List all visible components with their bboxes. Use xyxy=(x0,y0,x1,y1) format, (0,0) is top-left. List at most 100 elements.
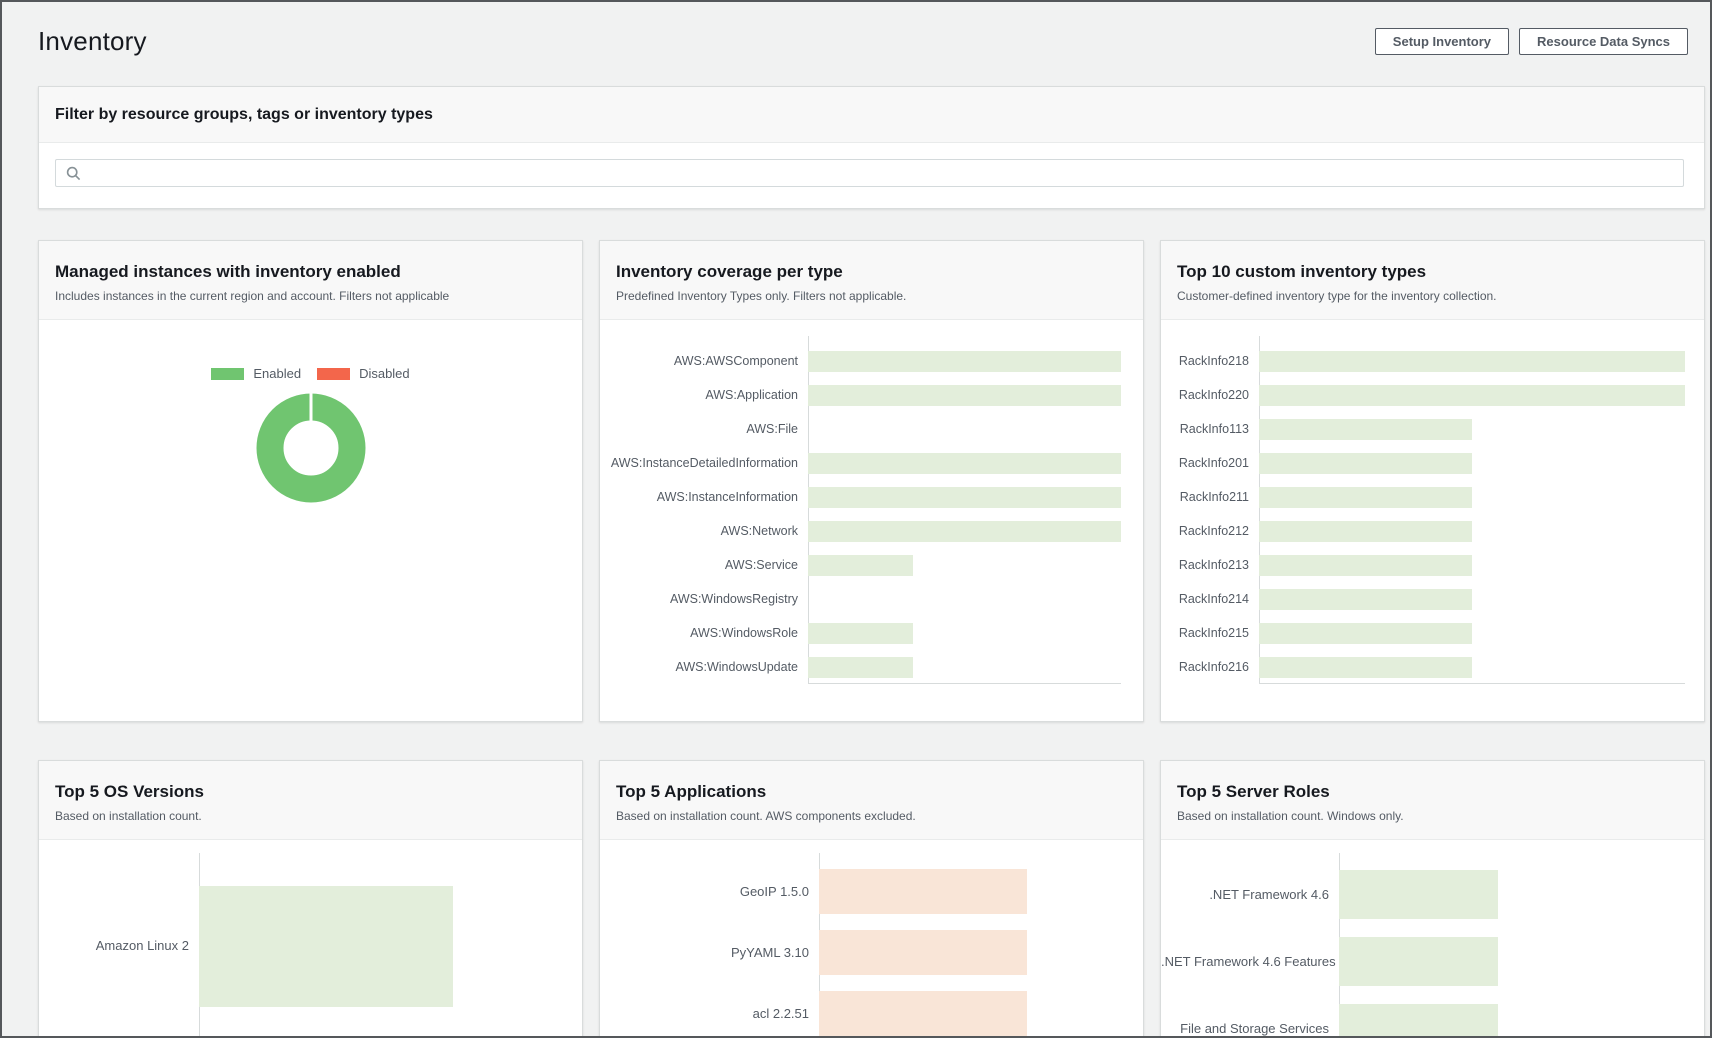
card-title: Top 5 Server Roles xyxy=(1177,782,1330,801)
bar xyxy=(1259,350,1685,372)
search-box[interactable] xyxy=(55,159,1684,187)
chart-rows: Amazon Linux 2 xyxy=(39,861,582,1036)
x-axis-line xyxy=(808,683,1121,684)
bar-label: AWS:Application xyxy=(705,388,798,402)
bar-track xyxy=(819,869,1121,914)
bar-track xyxy=(808,589,1121,610)
bar-label: AWS:WindowsRole xyxy=(690,626,798,640)
bar xyxy=(808,656,913,678)
bar-label: File and Storage Services xyxy=(1180,1020,1329,1036)
bar xyxy=(1259,554,1472,576)
resource-data-syncs-button[interactable]: Resource Data Syncs xyxy=(1519,28,1688,55)
card-subtitle: Based on installation count. AWS compone… xyxy=(616,809,916,823)
bar-track xyxy=(808,419,1121,440)
disabled-swatch-icon xyxy=(317,367,351,380)
bar xyxy=(1259,384,1685,406)
bar-track xyxy=(1339,870,1685,919)
os-versions-bar-chart: Amazon Linux 2 xyxy=(39,853,582,1036)
chart-row: RackInfo201 xyxy=(1161,446,1704,480)
bar-label: .NET Framework 4.6 xyxy=(1209,886,1329,902)
page-header: Inventory Setup Inventory Resource Data … xyxy=(38,2,1705,57)
bar-label: GeoIP 1.5.0 xyxy=(739,883,809,899)
bar-track xyxy=(1259,418,1685,440)
bar-track xyxy=(808,554,1121,576)
card-subtitle: Customer-defined inventory type for the … xyxy=(1177,289,1497,303)
card-custom-inventory-types: Top 10 custom inventory types Customer-d… xyxy=(1160,240,1705,722)
bar-label: AWS:WindowsRegistry xyxy=(669,592,798,606)
bar-track xyxy=(1339,937,1685,986)
bar-track xyxy=(1259,622,1685,644)
bar-track xyxy=(819,930,1121,975)
bar-track xyxy=(819,991,1121,1036)
bar-track xyxy=(199,885,562,1007)
bar xyxy=(808,350,1121,372)
bar-track xyxy=(808,452,1121,474)
card-title: Managed instances with inventory enabled xyxy=(55,262,401,281)
card-header: Top 10 custom inventory types Customer-d… xyxy=(1161,241,1704,320)
card-inventory-coverage: Inventory coverage per type Predefined I… xyxy=(599,240,1144,722)
bar-label: RackInfo212 xyxy=(1178,524,1249,538)
bar xyxy=(808,520,1121,542)
chart-row: acl 2.2.51 xyxy=(600,983,1143,1036)
chart-row: AWS:Application xyxy=(600,378,1143,412)
bar xyxy=(1339,1004,1499,1036)
card-top-server-roles: Top 5 Server Roles Based on installation… xyxy=(1160,760,1705,1036)
bar-label: acl 2.2.51 xyxy=(752,1005,809,1021)
bar-label: AWS:InstanceInformation xyxy=(656,490,798,504)
legend-item-enabled: Enabled xyxy=(211,366,301,381)
chart-rows: .NET Framework 4.6 .NET Framework 4.6 Fea… xyxy=(1161,861,1704,1036)
chart-row: AWS:InstanceDetailedInformation xyxy=(600,446,1143,480)
page-title: Inventory xyxy=(38,26,147,56)
search-icon xyxy=(66,166,81,180)
bar xyxy=(1259,622,1472,644)
bar-label: RackInfo215 xyxy=(1178,626,1249,640)
chart-row: .NET Framework 4.6 xyxy=(1161,861,1704,928)
chart-row: AWS:Service xyxy=(600,548,1143,582)
bar-track xyxy=(1259,486,1685,508)
chart-row: File and Storage Services xyxy=(1161,995,1704,1036)
chart-row: AWS:WindowsRole xyxy=(600,616,1143,650)
custom-types-bar-chart: RackInfo218 RackInfo220 RackInfo113 RackInf… xyxy=(1161,336,1704,684)
bar xyxy=(1259,656,1472,678)
bar-track xyxy=(808,384,1121,406)
chart-row: RackInfo113 xyxy=(1161,412,1704,446)
bar xyxy=(808,452,1121,474)
chart-row: RackInfo216 xyxy=(1161,650,1704,684)
bar-label: RackInfo113 xyxy=(1179,422,1249,436)
bar-label: PyYAML 3.10 xyxy=(730,944,809,960)
y-axis-line xyxy=(1259,336,1260,684)
chart-row: AWS:AWSComponent xyxy=(600,344,1143,378)
chart-row: AWS:WindowsRegistry xyxy=(600,582,1143,616)
bar xyxy=(1259,588,1472,610)
card-header: Managed instances with inventory enabled… xyxy=(39,241,582,320)
bar xyxy=(808,622,913,644)
bar-track xyxy=(808,622,1121,644)
chart-row: AWS:Network xyxy=(600,514,1143,548)
chart-rows: AWS:AWSComponent AWS:Application AWS:File A… xyxy=(600,344,1143,684)
chart-row: RackInfo212 xyxy=(1161,514,1704,548)
dashboard-row-2: Top 5 OS Versions Based on installation … xyxy=(38,760,1705,1036)
y-axis-line xyxy=(808,336,809,684)
card-top-os-versions: Top 5 OS Versions Based on installation … xyxy=(38,760,583,1036)
bar-label: .NET Framework 4.6 Features xyxy=(1161,953,1336,969)
bar-label: RackInfo213 xyxy=(1178,558,1249,572)
chart-row: PyYAML 3.10 xyxy=(600,922,1143,983)
search-input[interactable] xyxy=(89,160,1683,186)
bar-track xyxy=(1259,520,1685,542)
setup-inventory-button[interactable]: Setup Inventory xyxy=(1374,28,1510,55)
card-header: Top 5 Applications Based on installation… xyxy=(600,761,1143,840)
bar-label: AWS:Network xyxy=(720,524,798,538)
chart-row: RackInfo215 xyxy=(1161,616,1704,650)
filter-panel-header: Filter by resource groups, tags or inven… xyxy=(39,87,1704,143)
header-actions: Setup Inventory Resource Data Syncs xyxy=(1374,28,1688,55)
applications-bar-chart: GeoIP 1.5.0 PyYAML 3.10 acl 2.2.51 xyxy=(600,853,1143,1036)
bar xyxy=(1339,937,1499,986)
bar xyxy=(1259,520,1472,542)
bar-label: AWS:AWSComponent xyxy=(673,354,798,368)
bar-label: AWS:File xyxy=(746,422,798,436)
chart-row: Amazon Linux 2 xyxy=(39,861,582,1031)
bar xyxy=(808,486,1121,508)
filter-panel: Filter by resource groups, tags or inven… xyxy=(38,86,1705,209)
bar xyxy=(819,991,1028,1036)
